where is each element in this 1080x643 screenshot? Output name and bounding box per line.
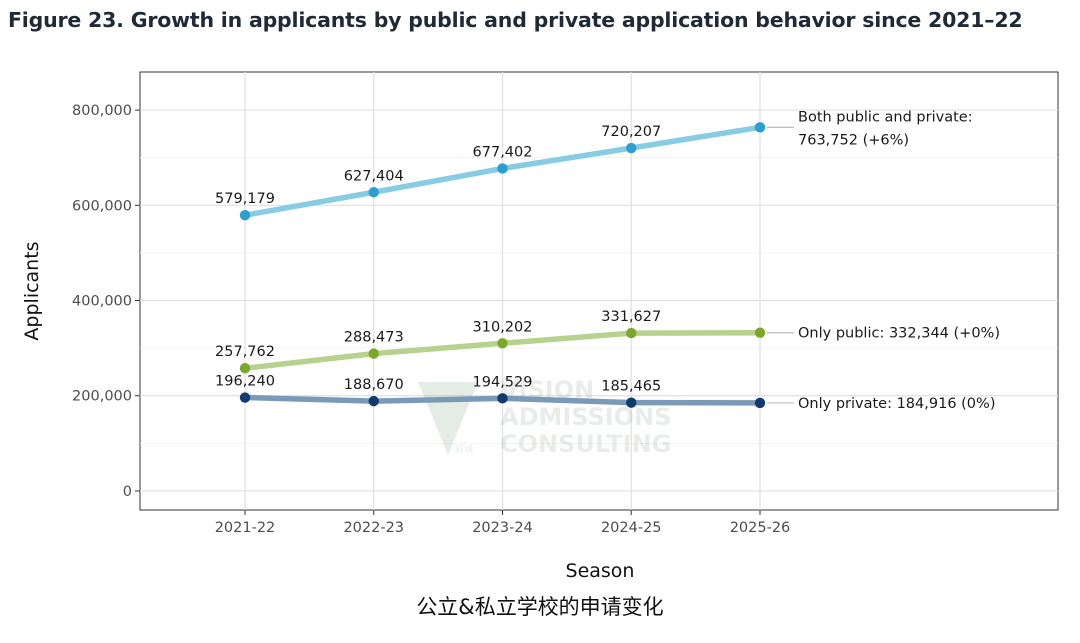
y-axis-title: Applicants bbox=[21, 241, 43, 340]
data-point bbox=[626, 397, 637, 408]
watermark-mark-text: 威诚 bbox=[455, 443, 473, 455]
figure-title: Figure 23. Growth in applicants by publi… bbox=[8, 8, 1023, 32]
data-point bbox=[497, 163, 508, 174]
data-label: 579,179 bbox=[215, 191, 275, 207]
data-point bbox=[239, 363, 251, 374]
series-only-private: 196,240 188,670 194,529 185,465 Only private… bbox=[215, 374, 995, 412]
x-tick-label: 2024-25 bbox=[601, 520, 662, 536]
watermark-line2: ADMISSIONS bbox=[500, 403, 672, 431]
data-label: 331,627 bbox=[601, 309, 661, 325]
plot-panel bbox=[139, 71, 1059, 511]
data-label: 677,402 bbox=[473, 144, 533, 160]
data-label: 188,670 bbox=[344, 377, 404, 393]
data-point bbox=[239, 392, 251, 403]
x-axis-title: Season bbox=[566, 560, 635, 582]
x-tick-label: 2023-24 bbox=[472, 520, 533, 536]
end-label: Only public: 332,344 (+0%) bbox=[798, 326, 1000, 342]
series-only-public: 257,762 288,473 310,202 331,627 Only public:… bbox=[215, 309, 1000, 374]
x-tick-label: 2021-22 bbox=[215, 520, 276, 536]
series-both-public-and-private: 579,179 627,404 677,402 720,207 Both public … bbox=[215, 109, 973, 221]
data-label: 720,207 bbox=[601, 124, 661, 140]
series-layer: 579,179 627,404 677,402 720,207 Both public … bbox=[215, 109, 1000, 412]
line-chart: 威诚 VISION ADMISSIONS CONSULTING 0200,000… bbox=[21, 71, 1059, 582]
y-axis: 0 200,000 400,000 600,000 800,000 bbox=[72, 103, 140, 500]
data-point bbox=[368, 187, 379, 198]
chart-caption: 公立&私立学校的申请变化 bbox=[416, 595, 664, 619]
data-point bbox=[497, 338, 508, 349]
data-label: 627,404 bbox=[344, 168, 404, 184]
data-label: 185,465 bbox=[601, 379, 661, 395]
data-label: 257,762 bbox=[215, 344, 275, 360]
data-label: 310,202 bbox=[473, 319, 533, 335]
data-point bbox=[368, 348, 379, 359]
x-tick-label: 2025-26 bbox=[730, 520, 791, 536]
data-point bbox=[239, 210, 251, 221]
x-tick-label: 2022-23 bbox=[343, 520, 404, 536]
data-point bbox=[754, 397, 766, 409]
data-label: 288,473 bbox=[344, 330, 404, 346]
data-point bbox=[368, 395, 379, 407]
end-label: Only private: 184,916 (0%) bbox=[798, 396, 995, 412]
y-tick-label: 400,000 bbox=[72, 294, 132, 310]
watermark-line3: CONSULTING bbox=[500, 430, 671, 458]
data-point bbox=[497, 393, 508, 404]
x-axis: 2021-22 2022-23 2023-24 2024-25 2025-26 bbox=[215, 510, 791, 536]
y-tick-label: 0 bbox=[123, 484, 132, 500]
y-tick-label: 800,000 bbox=[72, 103, 132, 119]
end-label: Both public and private: bbox=[798, 109, 973, 125]
data-label: 196,240 bbox=[215, 374, 275, 390]
end-label: 763,752 (+6%) bbox=[798, 132, 909, 148]
data-point bbox=[754, 327, 766, 338]
y-tick-label: 600,000 bbox=[72, 198, 132, 214]
y-tick-label: 200,000 bbox=[72, 389, 132, 405]
data-point bbox=[754, 122, 766, 133]
data-point bbox=[626, 327, 637, 339]
data-label: 194,529 bbox=[473, 374, 533, 390]
gridlines bbox=[140, 72, 1058, 510]
data-point bbox=[626, 142, 637, 154]
